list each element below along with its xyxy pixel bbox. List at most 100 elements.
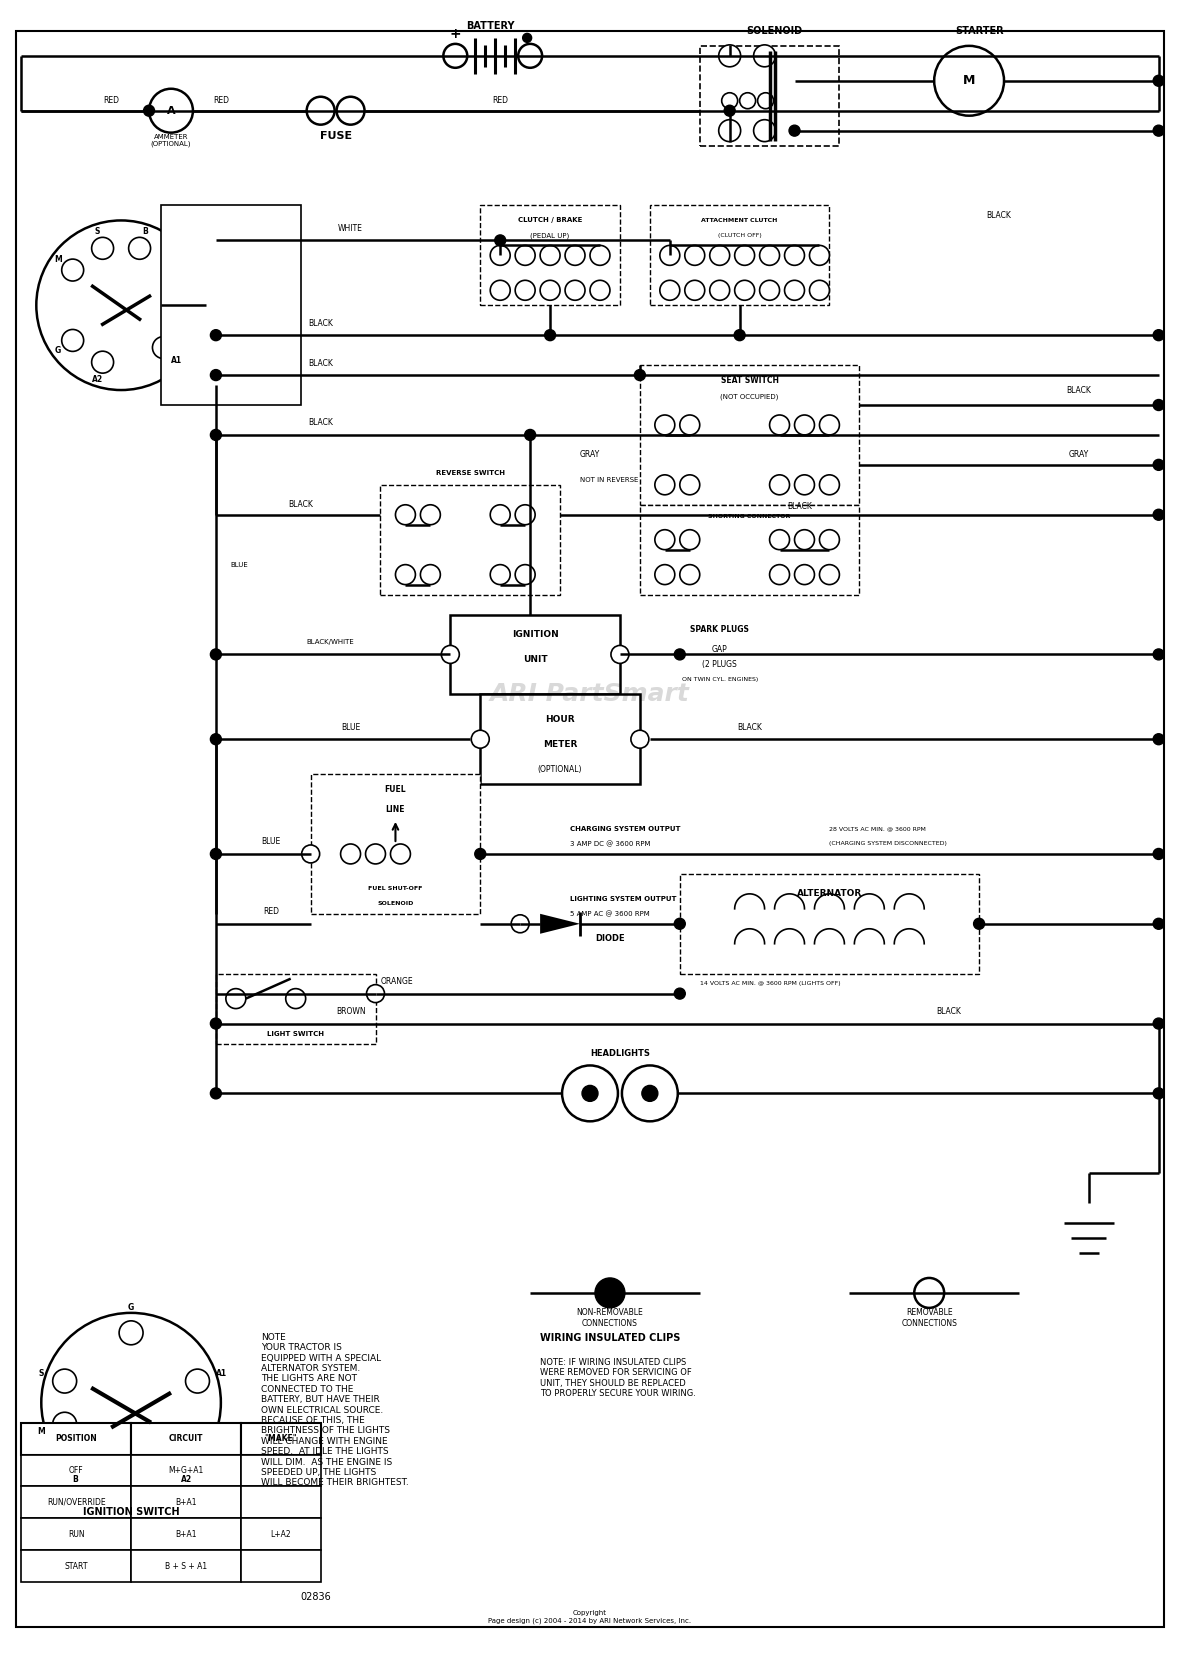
Circle shape xyxy=(185,1369,210,1393)
Circle shape xyxy=(286,988,306,1008)
Circle shape xyxy=(1153,849,1165,859)
Circle shape xyxy=(565,245,585,265)
Text: B: B xyxy=(143,226,148,236)
Bar xyxy=(131,1423,241,1454)
Text: M: M xyxy=(54,255,63,265)
Bar xyxy=(680,874,979,973)
Circle shape xyxy=(1153,75,1165,87)
Text: BLACK: BLACK xyxy=(308,319,333,328)
Circle shape xyxy=(760,280,780,300)
Bar xyxy=(160,205,301,404)
Circle shape xyxy=(53,1413,77,1436)
Circle shape xyxy=(523,33,532,42)
Text: G: G xyxy=(55,346,61,356)
Circle shape xyxy=(785,280,805,300)
Text: 5 AMP AC @ 3600 RPM: 5 AMP AC @ 3600 RPM xyxy=(570,910,650,917)
Bar xyxy=(241,1423,321,1454)
Circle shape xyxy=(41,1313,221,1493)
Text: "MAKE": "MAKE" xyxy=(264,1434,297,1443)
Circle shape xyxy=(516,245,535,265)
Text: BLACK/WHITE: BLACK/WHITE xyxy=(307,639,354,646)
Circle shape xyxy=(674,988,686,998)
Text: B + S + A1: B + S + A1 xyxy=(165,1562,206,1571)
Circle shape xyxy=(735,280,755,300)
Text: (2 PLUGS: (2 PLUGS xyxy=(702,661,738,669)
Bar xyxy=(216,973,375,1043)
Text: CHARGING SYSTEM OUTPUT: CHARGING SYSTEM OUTPUT xyxy=(570,825,681,832)
Circle shape xyxy=(760,245,780,265)
Text: 3 AMP DC @ 3600 RPM: 3 AMP DC @ 3600 RPM xyxy=(570,840,650,847)
Text: ON TWIN CYL. ENGINES): ON TWIN CYL. ENGINES) xyxy=(682,677,758,682)
Circle shape xyxy=(635,369,645,381)
Text: POSITION: POSITION xyxy=(55,1434,97,1443)
Circle shape xyxy=(719,45,741,67)
Text: NON-REMOVABLE
CONNECTIONS: NON-REMOVABLE CONNECTIONS xyxy=(577,1308,643,1328)
Text: REMOVABLE
CONNECTIONS: REMOVABLE CONNECTIONS xyxy=(902,1308,957,1328)
Bar xyxy=(131,1551,241,1582)
Circle shape xyxy=(61,260,84,281)
Text: A2: A2 xyxy=(182,1474,192,1484)
Text: FUSE: FUSE xyxy=(320,131,352,141)
Text: Copyright
Page design (c) 2004 - 2014 by ARI Network Services, Inc.: Copyright Page design (c) 2004 - 2014 by… xyxy=(489,1611,691,1624)
Bar xyxy=(650,205,830,305)
Circle shape xyxy=(785,245,805,265)
Circle shape xyxy=(210,1018,222,1028)
Circle shape xyxy=(565,280,585,300)
Text: RUN/OVERRIDE: RUN/OVERRIDE xyxy=(47,1498,105,1508)
Text: GAP: GAP xyxy=(712,646,728,654)
Circle shape xyxy=(160,1448,184,1471)
Circle shape xyxy=(719,120,741,141)
Circle shape xyxy=(642,1085,657,1102)
Text: BROWN: BROWN xyxy=(336,1007,366,1017)
Circle shape xyxy=(914,1278,944,1308)
Text: FUEL: FUEL xyxy=(385,785,406,794)
Text: 14 VOLTS AC MIN. @ 3600 RPM (LIGHTS OFF): 14 VOLTS AC MIN. @ 3600 RPM (LIGHTS OFF) xyxy=(700,982,840,987)
Circle shape xyxy=(655,529,675,549)
Text: (CHARGING SYSTEM DISCONNECTED): (CHARGING SYSTEM DISCONNECTED) xyxy=(830,842,948,847)
Circle shape xyxy=(794,529,814,549)
Text: S: S xyxy=(94,226,100,236)
Bar xyxy=(241,1454,321,1486)
Bar xyxy=(21,1454,131,1486)
Text: A2: A2 xyxy=(92,374,103,384)
Text: LINE: LINE xyxy=(386,805,405,814)
Circle shape xyxy=(225,988,245,1008)
Text: HOUR: HOUR xyxy=(545,716,575,724)
Circle shape xyxy=(490,564,510,584)
Circle shape xyxy=(92,351,113,373)
Circle shape xyxy=(819,529,839,549)
Circle shape xyxy=(769,564,789,584)
Circle shape xyxy=(420,504,440,524)
Circle shape xyxy=(53,1369,77,1393)
Circle shape xyxy=(210,1088,222,1098)
Circle shape xyxy=(367,985,385,1003)
Circle shape xyxy=(37,220,205,389)
Text: BLACK: BLACK xyxy=(738,722,762,732)
Text: CLUTCH / BRAKE: CLUTCH / BRAKE xyxy=(518,218,582,223)
Circle shape xyxy=(61,329,84,351)
Text: M: M xyxy=(963,75,976,87)
Circle shape xyxy=(622,1065,677,1122)
Text: BLUE: BLUE xyxy=(231,562,249,567)
Text: RED: RED xyxy=(212,97,229,105)
Circle shape xyxy=(680,529,700,549)
Circle shape xyxy=(660,245,680,265)
Bar xyxy=(21,1486,131,1518)
Circle shape xyxy=(210,734,222,745)
Circle shape xyxy=(210,649,222,661)
Circle shape xyxy=(490,245,510,265)
Text: SHORTING CONNECTOR: SHORTING CONNECTOR xyxy=(708,514,791,519)
Text: SOLENOID: SOLENOID xyxy=(378,902,414,907)
Circle shape xyxy=(680,414,700,434)
Circle shape xyxy=(725,105,735,116)
Circle shape xyxy=(1153,329,1165,341)
Text: WHITE: WHITE xyxy=(339,225,363,233)
Circle shape xyxy=(684,245,704,265)
Circle shape xyxy=(1153,125,1165,136)
Circle shape xyxy=(210,429,222,441)
Circle shape xyxy=(149,88,194,133)
Text: SOLENOID: SOLENOID xyxy=(747,27,802,37)
Circle shape xyxy=(1153,919,1165,929)
Circle shape xyxy=(92,238,113,260)
Text: (NOT OCCUPIED): (NOT OCCUPIED) xyxy=(721,394,779,401)
